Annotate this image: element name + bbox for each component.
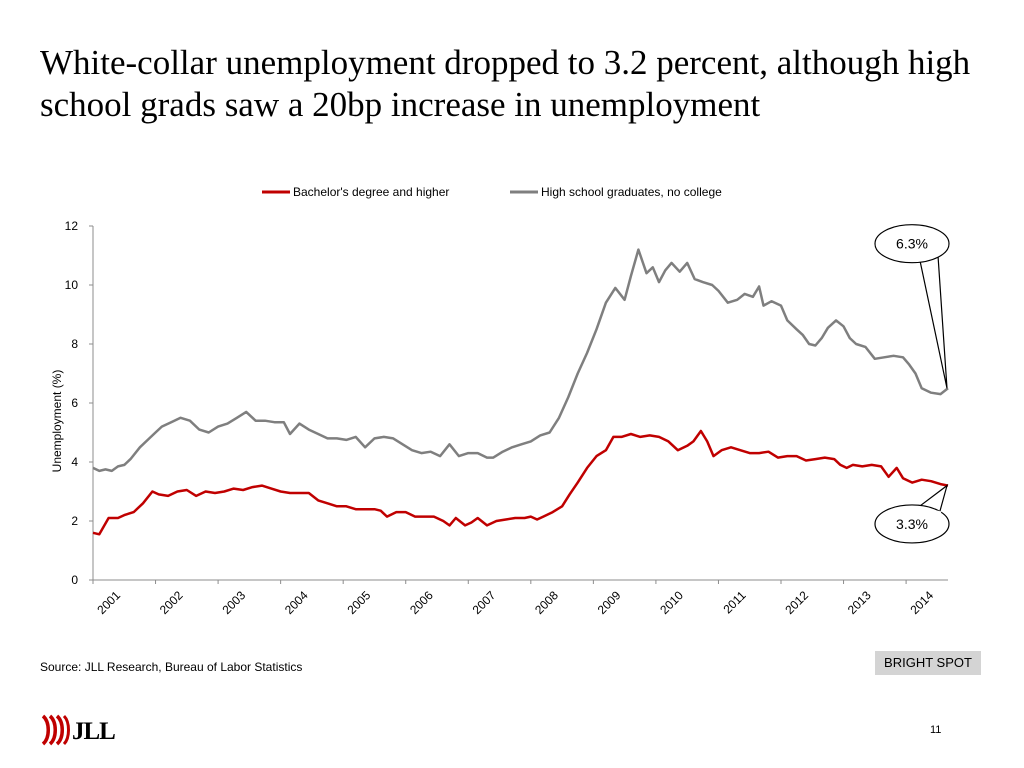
y-tick-label: 4 (71, 455, 78, 469)
series-line-bachelors (92, 429, 949, 536)
callout-pointer (919, 255, 948, 389)
jll-logo-icon (41, 714, 70, 746)
x-tick-label: 2006 (407, 588, 436, 617)
x-tick-label: 2013 (845, 588, 874, 617)
unemployment-line-chart: Bachelor's degree and higher High school … (50, 185, 950, 617)
y-tick-label: 0 (71, 573, 78, 587)
series-lines (92, 248, 949, 536)
x-tick-label: 2001 (94, 588, 123, 617)
y-tick-label: 10 (65, 278, 79, 292)
callout-label: 6.3% (896, 236, 928, 252)
callout-bubble (874, 224, 950, 264)
x-axis: 2001 2002 2003 2004 2005 2006 2007 2008 2009 2010… (92, 579, 948, 617)
slide-title: White-collar unemployment dropped to 3.2… (40, 43, 971, 124)
x-tick-label: 2004 (282, 588, 311, 617)
y-axis: 0 2 4 6 8 10 12 Unemployment (%) (50, 219, 94, 587)
callout-join-mask (918, 252, 940, 261)
x-tick-label: 2007 (470, 588, 499, 617)
legend-entry: Bachelor's degree and higher (293, 185, 449, 199)
callout-label: 3.3% (896, 516, 928, 532)
y-axis-label: Unemployment (%) (50, 370, 64, 473)
x-tick-label: 2012 (782, 588, 811, 617)
x-tick-label: 2010 (657, 588, 686, 617)
x-tick-label: 2002 (157, 588, 186, 617)
page-number: 11 (930, 724, 942, 736)
x-tick-label: 2003 (219, 588, 248, 617)
callout-annotations: 6.3% 3.3% (874, 224, 950, 544)
series-line-high-school (92, 248, 949, 473)
callout-bubble (874, 504, 950, 544)
source-note: Source: JLL Research, Bureau of Labor St… (40, 660, 303, 674)
callout-pointer (919, 484, 949, 512)
jll-logo-text: JLL (72, 718, 116, 745)
x-tick-label: 2005 (345, 588, 374, 617)
legend-entry: High school graduates, no college (541, 185, 722, 199)
callout-join-mask (918, 506, 942, 515)
x-tick-label: 2011 (720, 588, 748, 616)
y-tick-label: 8 (71, 337, 78, 351)
x-tick-label: 2008 (532, 588, 561, 617)
y-tick-label: 2 (71, 514, 78, 528)
x-tick-label: 2009 (595, 588, 624, 617)
chart-legend: Bachelor's degree and higher High school … (262, 185, 722, 199)
bright-spot-badge: BRIGHT SPOT (875, 651, 981, 675)
y-tick-label: 6 (71, 396, 78, 410)
y-tick-label: 12 (65, 219, 79, 233)
x-tick-label: 2014 (907, 588, 936, 617)
